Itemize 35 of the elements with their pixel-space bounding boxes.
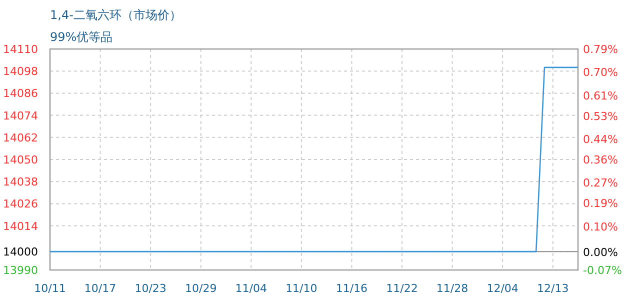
y2-tick-label: 0.19% — [583, 197, 618, 210]
x-tick-label: 10/29 — [185, 282, 217, 295]
x-tick-label: 10/17 — [84, 282, 116, 295]
y2-tick-label: 0.44% — [583, 132, 618, 146]
x-tick-label: 10/23 — [134, 282, 166, 295]
y-tick-label: 14026 — [3, 198, 38, 211]
y-tick-label: 14086 — [3, 87, 38, 100]
x-tick-label: 11/22 — [386, 282, 418, 295]
y2-tick-label: 0.70% — [583, 66, 618, 80]
x-tick-label: 12/13 — [537, 282, 569, 295]
y-tick-label: 14014 — [3, 220, 38, 233]
y-tick-label: 14038 — [3, 176, 38, 189]
y2-tick-label: 0.27% — [583, 176, 618, 190]
y2-tick-label: 0.79% — [583, 43, 618, 56]
x-tick-label: 11/16 — [336, 282, 368, 295]
y-tick-label: 14098 — [3, 65, 38, 78]
chart-title: 1,4-二氧六环（市场价） — [50, 8, 182, 22]
y2-tick-label: 0.53% — [583, 110, 618, 123]
x-tick-label: 12/04 — [486, 282, 518, 295]
x-tick-label: 11/04 — [235, 282, 267, 295]
chart-subtitle: 99%优等品 — [50, 30, 113, 44]
y-tick-label: 14062 — [3, 131, 38, 144]
y-tick-label: 14110 — [3, 43, 38, 56]
x-tick-label: 11/28 — [436, 282, 468, 295]
y2-tick-label: 0.61% — [583, 89, 618, 102]
y-tick-label: 14000 — [3, 246, 38, 259]
y-tick-label: 13990 — [3, 264, 38, 277]
y-tick-label: 14074 — [3, 109, 38, 122]
y2-tick-label: -0.07% — [583, 264, 622, 277]
x-tick-label: 11/10 — [286, 282, 318, 295]
y2-tick-label: 0.36% — [583, 154, 618, 166]
y-tick-label: 14050 — [3, 154, 38, 166]
y2-tick-label: 0.10% — [583, 220, 618, 234]
y2-tick-label: 0.00% — [583, 246, 618, 260]
x-tick-label: 10/11 — [34, 282, 66, 295]
